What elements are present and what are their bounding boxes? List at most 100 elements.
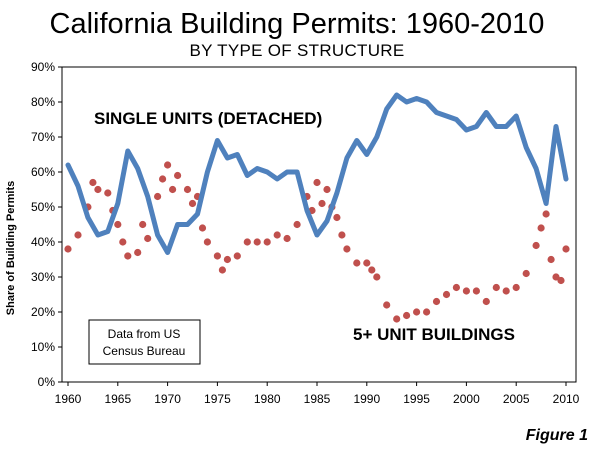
multi-unit-point: [273, 231, 281, 239]
multi-unit-point: [169, 185, 177, 194]
multi-unit-point: [462, 287, 470, 295]
source-note-box: [88, 319, 201, 365]
multi-unit-point: [94, 185, 102, 194]
multi-unit-point: [423, 308, 431, 316]
y-tick-label: 70%: [31, 130, 55, 144]
x-tick-label: 1965: [104, 392, 131, 406]
multi-unit-point: [318, 199, 326, 208]
multi-unit-point: [472, 287, 480, 295]
single-units-annotation: SINGLE UNITS (DETACHED): [94, 109, 322, 128]
multi-unit-point: [283, 234, 291, 243]
multi-unit-point: [413, 308, 421, 316]
multi-unit-point: [263, 238, 271, 246]
x-tick-labels: 1960 1965 1970 1975 1980 1985 1990 1995 2000 2005…: [55, 382, 580, 406]
x-tick-label: 2010: [553, 392, 580, 406]
multi-unit-point: [89, 178, 97, 187]
y-tick-label: 40%: [31, 235, 55, 249]
multi-unit-point: [203, 238, 211, 246]
multi-unit-point: [144, 234, 152, 243]
multi-unit-point: [353, 259, 361, 267]
chart-title: California Building Permits: 1960-2010: [50, 8, 545, 40]
multi-unit-point: [333, 213, 341, 222]
multi-unit-point: [452, 283, 460, 292]
y-tick-label: 20%: [31, 305, 55, 319]
figure-caption: Figure 1: [526, 427, 588, 444]
multi-unit-point: [154, 192, 162, 201]
y-tick-label: 30%: [31, 270, 55, 284]
multi-unit-point: [343, 245, 351, 253]
multi-unit-point: [323, 185, 331, 194]
y-tick-label: 60%: [31, 165, 55, 179]
y-tick-label: 0%: [38, 375, 56, 389]
multi-unit-point: [64, 245, 72, 253]
multi-unit-point: [174, 171, 182, 180]
multi-unit-point: [522, 269, 530, 278]
multi-unit-point: [104, 189, 112, 197]
x-tick-label: 1960: [55, 392, 82, 406]
multi-unit-series: [64, 161, 570, 323]
multi-units-annotation: 5+ UNIT BUILDINGS: [353, 325, 515, 344]
y-tick-label: 80%: [31, 95, 55, 109]
multi-unit-point: [383, 301, 391, 309]
multi-unit-point: [363, 259, 371, 267]
multi-unit-point: [492, 283, 500, 292]
multi-unit-point: [547, 255, 555, 264]
x-tick-label: 1985: [304, 392, 331, 406]
x-tick-label: 2005: [503, 392, 530, 406]
multi-unit-point: [482, 297, 490, 306]
multi-unit-point: [233, 252, 241, 260]
x-tick-label: 1980: [254, 392, 281, 406]
multi-unit-point: [114, 220, 122, 229]
x-tick-label: 2000: [453, 392, 480, 406]
multi-unit-point: [532, 241, 540, 250]
multi-unit-point: [134, 248, 142, 257]
multi-unit-point: [562, 245, 570, 253]
x-tick-label: 1975: [204, 392, 231, 406]
multi-unit-point: [432, 297, 441, 306]
multi-unit-point: [403, 311, 411, 320]
multi-unit-point: [253, 238, 261, 246]
source-note: Data from US Census Bureau: [88, 319, 201, 365]
single-unit-series: [65, 92, 569, 255]
multi-unit-point: [119, 238, 127, 246]
multi-unit-point: [542, 210, 550, 218]
multi-unit-point: [442, 290, 451, 299]
chart-subtitle: BY TYPE OF STRUCTURE: [189, 41, 404, 60]
x-tick-label: 1970: [154, 392, 181, 406]
source-note-line-2: Census Bureau: [103, 344, 186, 358]
y-axis-label: Share of Building Permits: [5, 181, 17, 315]
multi-unit-point: [313, 178, 321, 187]
multi-unit-point: [183, 185, 192, 194]
multi-unit-point: [188, 199, 197, 208]
multi-unit-point: [293, 220, 301, 229]
x-tick-label: 1995: [403, 392, 430, 406]
multi-unit-point: [164, 161, 172, 169]
multi-unit-point: [537, 224, 545, 232]
y-tick-label: 10%: [31, 340, 55, 354]
multi-unit-point: [373, 273, 381, 281]
y-tick-label: 90%: [31, 60, 55, 74]
single-unit-line: [65, 92, 569, 255]
multi-unit-point: [393, 315, 401, 323]
plot-area-border: [61, 66, 577, 383]
multi-unit-point: [213, 252, 221, 260]
multi-unit-point: [198, 224, 207, 232]
multi-unit-point: [243, 238, 251, 246]
y-tick-label: 50%: [31, 200, 55, 214]
multi-unit-point: [512, 283, 520, 292]
multi-unit-point: [139, 220, 147, 229]
multi-unit-point: [552, 273, 560, 281]
multi-unit-point: [502, 287, 510, 295]
multi-unit-point: [159, 175, 167, 183]
multi-unit-point: [368, 266, 376, 274]
source-note-line-1: Data from US: [108, 327, 181, 341]
x-tick-label: 1990: [353, 392, 380, 406]
multi-unit-point: [223, 255, 231, 264]
y-tick-labels: 0% 10% 20% 30% 40% 50% 60% 70% 80% 90%: [31, 60, 62, 389]
multi-unit-point: [338, 231, 346, 239]
axes: [61, 66, 577, 383]
multi-unit-point: [124, 252, 132, 260]
multi-unit-point: [218, 266, 226, 274]
multi-unit-point: [74, 231, 82, 239]
